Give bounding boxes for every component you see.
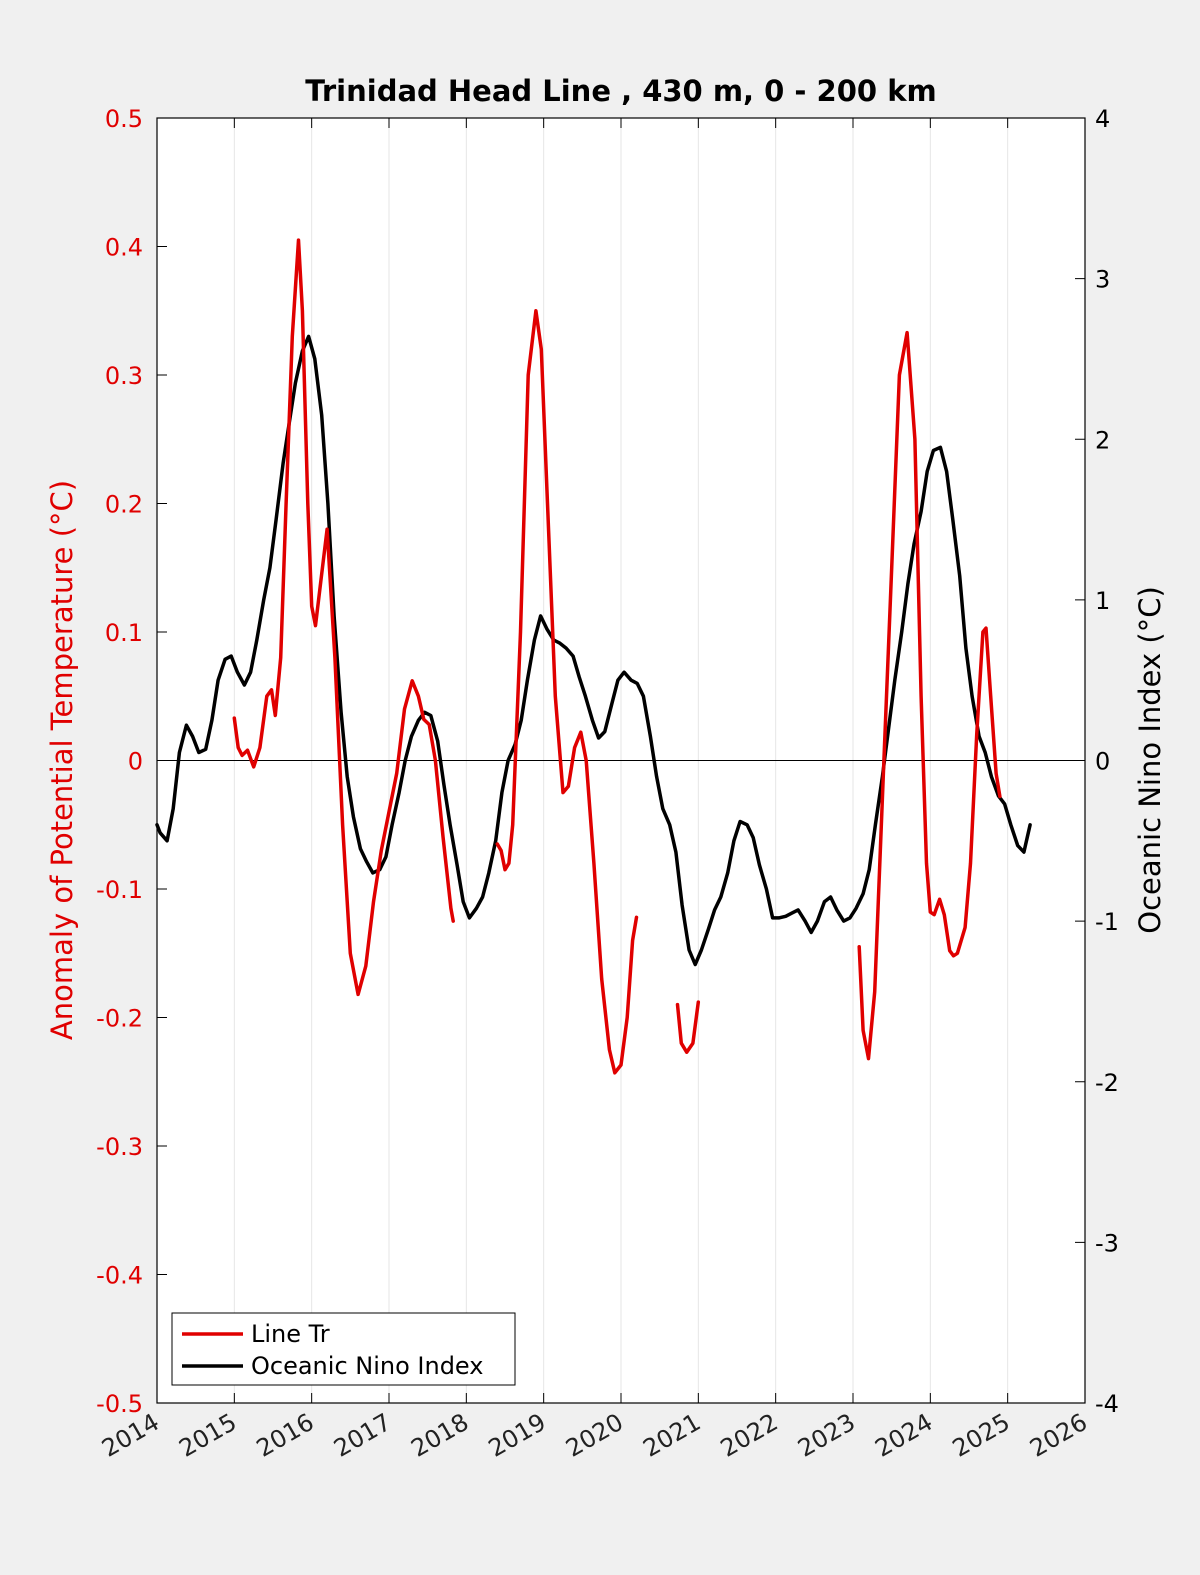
y-right-tick-label: -4 bbox=[1095, 1390, 1119, 1418]
y-right-tick-label: 2 bbox=[1095, 426, 1110, 454]
y-left-tick-label: -0.3 bbox=[96, 1133, 143, 1161]
series-layer bbox=[155, 238, 1032, 1075]
y-left-tick-label: -0.4 bbox=[96, 1262, 143, 1290]
x-tick-label: 2025 bbox=[948, 1408, 1015, 1463]
x-tick-label: 2020 bbox=[561, 1408, 628, 1463]
y-axis-right-label: Oceanic Nino Index (°C) bbox=[1133, 586, 1167, 934]
x-tick-label: 2022 bbox=[716, 1408, 783, 1463]
y-right-tick-label: 4 bbox=[1095, 105, 1110, 133]
x-tick-label: 2023 bbox=[793, 1408, 860, 1463]
y-right-tick-label: 1 bbox=[1095, 587, 1110, 615]
series-line-tr-segment-2 bbox=[675, 1000, 701, 1054]
legend-label-oni: Oceanic Nino Index bbox=[251, 1352, 483, 1380]
x-tick-label: 2019 bbox=[484, 1408, 551, 1463]
y-left-tick-label: -0.2 bbox=[96, 1005, 143, 1033]
x-tick-label: 2024 bbox=[870, 1408, 937, 1463]
x-tick-label: 2021 bbox=[638, 1408, 705, 1463]
y-left-tick-label: 0.4 bbox=[105, 234, 143, 262]
y-left-tick-label: 0.1 bbox=[105, 619, 143, 647]
legend-label-line-tr: Line Tr bbox=[251, 1320, 330, 1348]
series-line-tr-segment-3 bbox=[857, 330, 1002, 1061]
y-left-tick-label: 0.2 bbox=[105, 491, 143, 519]
legend-box bbox=[171, 1312, 516, 1386]
y-left-tick-label: 0.3 bbox=[105, 362, 143, 390]
legend: Line Tr Oceanic Nino Index bbox=[171, 1312, 516, 1386]
y-right-tick-label: 0 bbox=[1095, 748, 1110, 776]
series-line-tr-segment-1 bbox=[495, 309, 639, 1075]
y-axis-left-label: Anomaly of Potential Temperature (°C) bbox=[45, 480, 79, 1040]
x-tick-label: 2015 bbox=[174, 1408, 241, 1463]
y-right-tick-label: -3 bbox=[1095, 1229, 1119, 1257]
y-left-tick-label: 0.5 bbox=[105, 105, 143, 133]
x-tick-label: 2018 bbox=[406, 1408, 473, 1463]
series-line-tr-segment-0 bbox=[232, 238, 455, 997]
y-right-tick-label: -2 bbox=[1095, 1069, 1119, 1097]
x-tick-label: 2017 bbox=[329, 1408, 396, 1463]
y-right-tick-label: 3 bbox=[1095, 266, 1110, 294]
x-tick-label: 2016 bbox=[252, 1408, 319, 1463]
x-tick-label: 2026 bbox=[1025, 1408, 1092, 1463]
chart-title: Trinidad Head Line , 430 m, 0 - 200 km bbox=[305, 74, 936, 108]
y-left-tick-label: 0 bbox=[128, 748, 143, 776]
y-right-tick-label: -1 bbox=[1095, 908, 1119, 936]
y-left-tick-label: -0.5 bbox=[96, 1390, 143, 1418]
y-left-tick-label: -0.1 bbox=[96, 876, 143, 904]
